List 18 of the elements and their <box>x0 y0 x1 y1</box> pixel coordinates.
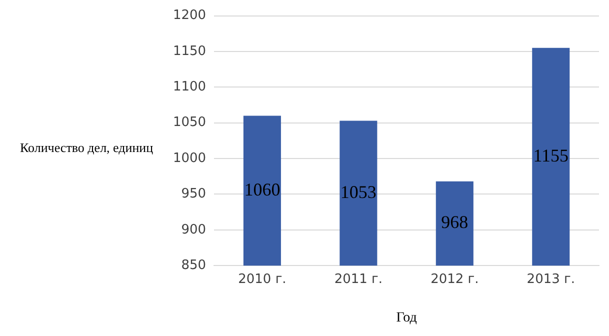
data-label: 1053 <box>340 182 376 202</box>
y-tick-label: 900 <box>181 222 206 238</box>
data-label: 1060 <box>244 179 280 200</box>
y-tick-label: 1000 <box>172 150 206 166</box>
y-tick-label: 950 <box>181 186 206 202</box>
y-tick-label: 1200 <box>172 8 206 24</box>
y-tick-label: 1150 <box>172 44 206 59</box>
x-tick-label: 2011 г. <box>334 272 383 287</box>
x-tick-label: 2012 г. <box>430 272 479 287</box>
x-axis-title: Год <box>396 310 417 326</box>
y-tick-label: 1050 <box>172 115 206 130</box>
data-label: 968 <box>441 212 468 232</box>
x-tick-label: 2013 г. <box>526 272 575 287</box>
y-tick-label: 1100 <box>172 80 206 95</box>
data-label: 1155 <box>533 145 569 166</box>
x-tick-label: 2010 г. <box>238 272 286 287</box>
y-tick-label: 850 <box>181 258 206 273</box>
y-axis-title: Количество дел, единиц <box>20 140 154 156</box>
